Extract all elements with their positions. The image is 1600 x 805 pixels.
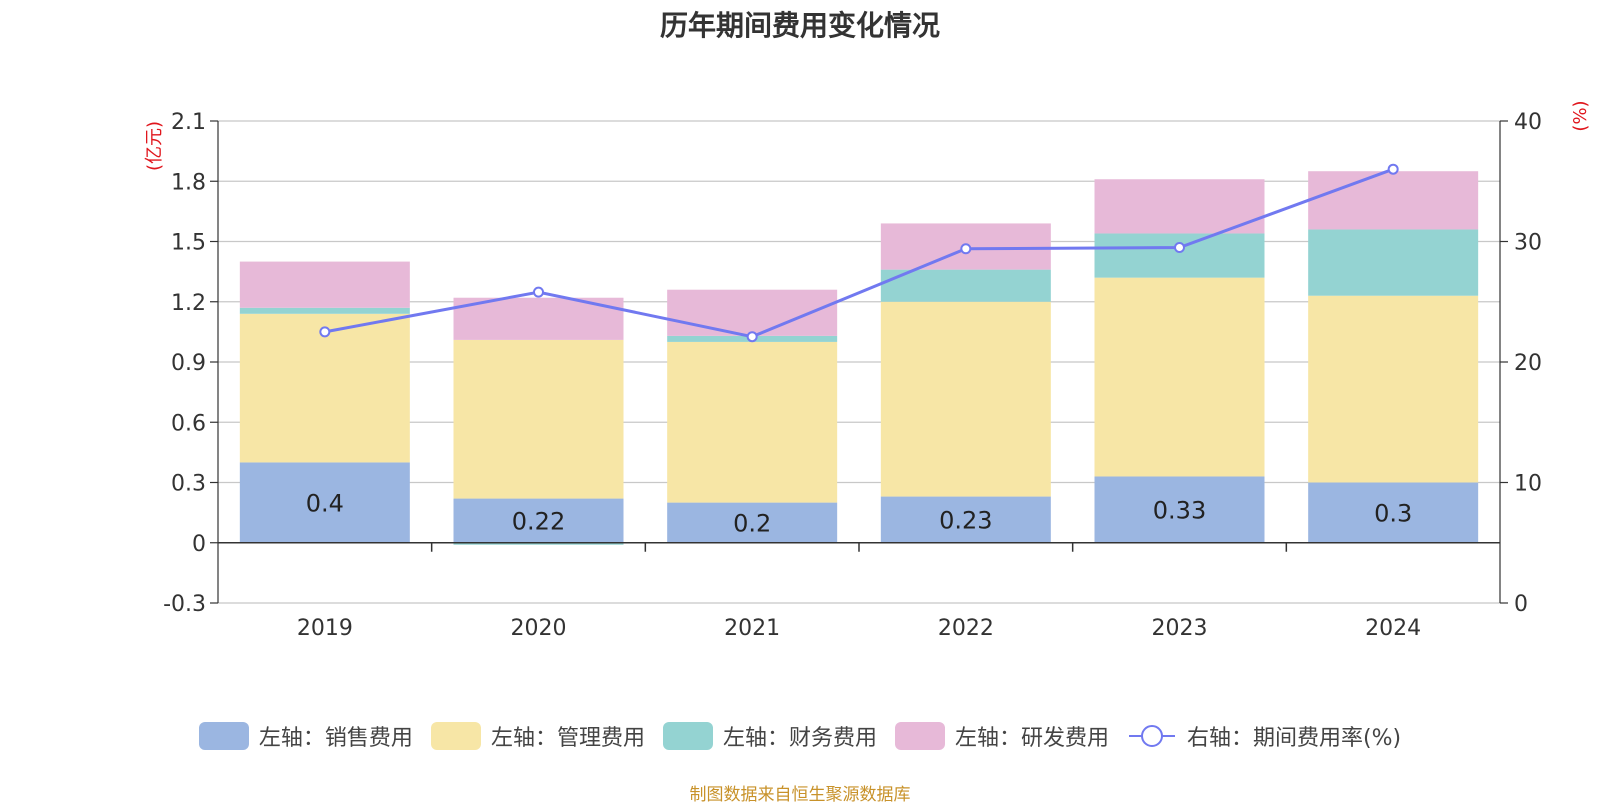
rate-point: [746, 331, 758, 343]
right-axis-unit: (%): [1570, 100, 1591, 131]
bar-admin: [1094, 277, 1265, 477]
legend-label: 左轴：研发费用: [954, 726, 1109, 751]
left-tick-label: 0.3: [171, 472, 206, 497]
left-tick-label: 2.1: [171, 110, 206, 135]
left-tick-label: -0.3: [163, 592, 206, 617]
right-tick-label: 20: [1514, 351, 1542, 376]
legend-swatch: [198, 722, 249, 750]
bar-sales: [239, 462, 410, 543]
bar-data-label: 0.33: [1153, 497, 1206, 525]
bar-admin: [453, 339, 624, 499]
legend-marker: [1140, 725, 1163, 747]
legend-item-rate[interactable]: 右轴：期间费用率(%): [1127, 720, 1401, 752]
x-tick-label: 2024: [1365, 616, 1421, 641]
legend-swatch: [662, 722, 713, 750]
legend-label: 左轴：财务费用: [722, 726, 877, 751]
x-tick-label: 2019: [297, 616, 353, 641]
bar-rd: [239, 261, 410, 308]
bar-admin: [1308, 295, 1479, 483]
left-tick-label: 0.6: [171, 411, 206, 436]
legend-swatch: [430, 722, 481, 750]
rate-line: [324, 167, 1394, 339]
bar-finance: [453, 542, 624, 545]
bar-data-label: 0.23: [939, 507, 992, 535]
legend-label: 左轴：管理费用: [490, 726, 645, 751]
bar-data-label: 0.4: [306, 490, 344, 518]
legend-item-finance[interactable]: 左轴：财务费用: [662, 720, 877, 752]
bar-sales: [1094, 476, 1265, 543]
rate-point: [1387, 163, 1399, 175]
legend-swatch: [894, 722, 945, 750]
bar-sales: [880, 496, 1051, 543]
rate-point: [533, 286, 544, 298]
bar-data-label: 0.3: [1374, 500, 1412, 528]
bar-finance: [1308, 229, 1479, 296]
x-tick-label: 2023: [1152, 616, 1208, 641]
right-tick-label: 10: [1514, 472, 1542, 497]
bar-rd: [1094, 179, 1265, 234]
legend-item-admin[interactable]: 左轴：管理费用: [430, 720, 645, 752]
bar-admin: [880, 301, 1051, 497]
bar-data-label: 0.22: [512, 508, 565, 536]
left-axis-unit: (亿元): [144, 121, 165, 171]
left-tick-label: 1.2: [171, 291, 206, 316]
right-tick-label: 30: [1514, 231, 1542, 256]
left-tick-label: 1.5: [171, 231, 206, 256]
rate-point: [1174, 242, 1185, 254]
legend-item-rd[interactable]: 左轴：研发费用: [894, 720, 1109, 752]
left-tick-label: 0.9: [171, 351, 206, 376]
left-tick-label: 0: [192, 532, 206, 557]
bar-sales: [667, 502, 838, 543]
x-tick-label: 2021: [724, 616, 780, 641]
legend-item-sales[interactable]: 左轴：销售费用: [198, 720, 413, 752]
bar-sales: [1308, 482, 1479, 543]
rate-point: [319, 326, 331, 338]
legend-label: 右轴：期间费用率(%): [1186, 726, 1402, 751]
bar-finance: [880, 269, 1051, 302]
bar-finance: [1094, 233, 1265, 278]
legend-label: 左轴：销售费用: [258, 726, 413, 751]
bar-rd: [1308, 171, 1479, 230]
source-note: 制图数据来自恒生聚源数据库: [689, 785, 911, 805]
x-tick-label: 2022: [938, 616, 994, 641]
bar-admin: [239, 313, 410, 463]
chart-legend: 左轴：销售费用 左轴：管理费用 左轴：财务费用 左轴：研发费用 右轴：期间费用率(%): [0, 720, 1600, 752]
chart-canvas: -0.3 0 0.3 0.6 0.9 1.2 1.5 1.8 2.1 0 10 20 30 40 (亿元) (…: [144, 100, 1591, 641]
left-tick-label: 1.8: [171, 170, 206, 195]
right-tick-label: 40: [1514, 110, 1542, 135]
right-tick-label: 0: [1514, 592, 1528, 617]
chart-title: 历年期间费用变化情况: [659, 9, 940, 42]
bar-admin: [667, 341, 838, 503]
bar-sales: [453, 498, 624, 543]
bar-finance: [239, 307, 410, 314]
bar-data-label: 0.2: [733, 510, 771, 538]
legend-line-swatch: [1128, 725, 1175, 747]
x-tick-label: 2020: [511, 616, 567, 641]
rate-point: [960, 243, 972, 255]
